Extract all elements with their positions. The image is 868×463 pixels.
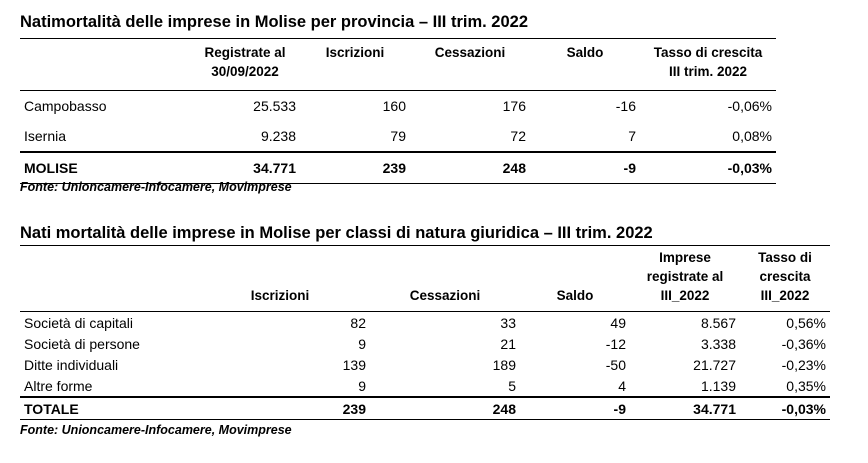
header-imprese: Imprese registrate al III_2022 xyxy=(630,245,740,312)
cell-tasso: 0,35% xyxy=(786,377,826,394)
header-tasso: Tasso di crescita III_2022 xyxy=(740,245,830,312)
header-cessazioni: Cessazioni xyxy=(410,38,530,91)
cell-tasso: -0,03% xyxy=(740,396,830,420)
cell-tasso: -0,06% xyxy=(640,90,776,121)
row-name: MOLISE xyxy=(20,151,190,184)
cell-iscrizioni: 239 xyxy=(190,396,370,420)
cell-tasso: -0,36% xyxy=(781,335,826,352)
cell-saldo: 49 xyxy=(520,311,630,333)
table-row: Campobasso 25.533 160 176 -16 -0,06% xyxy=(20,90,776,121)
cell-iscrizioni: 139 xyxy=(342,356,366,373)
cell-saldo: -9 xyxy=(530,151,640,184)
cell-saldo: -9 xyxy=(520,396,630,420)
header-cessazioni: Cessazioni xyxy=(370,245,520,312)
cell-tasso: 0,08% xyxy=(732,128,772,144)
total-row: MOLISE 34.771 239 248 -9 -0,03% xyxy=(20,151,776,184)
table2-title: Nati mortalità delle imprese in Molise p… xyxy=(20,224,653,242)
cell-cessazioni: 72 xyxy=(510,128,526,144)
cell-saldo: -16 xyxy=(530,90,640,121)
header-iscrizioni: Iscrizioni xyxy=(300,38,410,91)
cell-tasso: -0,03% xyxy=(640,151,776,184)
row-name: Altre forme xyxy=(24,377,93,394)
cell-imprese: 8.567 xyxy=(630,311,740,333)
header-tasso: Tasso di crescita III trim. 2022 xyxy=(640,38,776,91)
cell-imprese: 3.338 xyxy=(700,335,736,352)
table1-title: Natimortalità delle imprese in Molise pe… xyxy=(20,13,529,31)
cell-imprese: 21.727 xyxy=(693,356,736,373)
row-name: Campobasso xyxy=(20,90,190,121)
cell-iscrizioni: 9 xyxy=(358,335,366,352)
legal-form-table: Iscrizioni Cessazioni Saldo Imprese regis… xyxy=(20,245,830,420)
total-row: TOTALE 239 248 -9 34.771 -0,03% xyxy=(20,396,830,420)
cell-registrate: 25.533 xyxy=(190,90,300,121)
cell-iscrizioni: 9 xyxy=(358,377,366,394)
row-name: TOTALE xyxy=(20,396,190,420)
cell-saldo: -50 xyxy=(605,356,626,373)
cell-imprese: 34.771 xyxy=(630,396,740,420)
header-saldo: Saldo xyxy=(520,245,630,312)
cell-cessazioni: 248 xyxy=(370,396,520,420)
cell-cessazioni: 33 xyxy=(370,311,520,333)
header-saldo: Saldo xyxy=(530,38,640,91)
table-row: Altre forme 9 5 4 1.139 0,35% xyxy=(20,375,830,397)
row-name: Società di persone xyxy=(24,335,140,352)
cell-cessazioni: 21 xyxy=(500,335,516,352)
cell-cessazioni: 5 xyxy=(508,377,516,394)
cell-cessazioni: 189 xyxy=(492,356,516,373)
header-registrate: Registrate al 30/09/2022 xyxy=(190,38,300,91)
row-name: Ditte individuali xyxy=(24,356,119,373)
cell-iscrizioni: 79 xyxy=(390,128,406,144)
cell-saldo: -12 xyxy=(605,335,626,352)
cell-registrate: 34.771 xyxy=(190,151,300,184)
cell-iscrizioni: 82 xyxy=(190,311,370,333)
table-row: Società di persone 9 21 -12 3.338 -0,36% xyxy=(20,333,830,354)
cell-registrate: 9.238 xyxy=(260,128,296,144)
cell-cessazioni: 248 xyxy=(410,151,530,184)
cell-saldo: 7 xyxy=(628,128,636,144)
row-name: Società di capitali xyxy=(20,311,190,333)
cell-tasso: 0,56% xyxy=(740,311,830,333)
table2-source: Fonte: Unioncamere-Infocamere, Movimpres… xyxy=(20,423,292,437)
header-iscrizioni: Iscrizioni xyxy=(190,245,370,312)
cell-cessazioni: 176 xyxy=(410,90,530,121)
cell-saldo: 4 xyxy=(618,377,626,394)
header-row: Iscrizioni Cessazioni Saldo Imprese regis… xyxy=(20,245,830,312)
province-table: Registrate al 30/09/2022 Iscrizioni Cessa… xyxy=(20,38,776,184)
cell-iscrizioni: 239 xyxy=(300,151,410,184)
table-row: Società di capitali 82 33 49 8.567 0,56% xyxy=(20,311,830,333)
row-name: Isernia xyxy=(24,128,67,144)
header-row: Registrate al 30/09/2022 Iscrizioni Cessa… xyxy=(20,38,776,91)
table1-source: Fonte: Unioncamere-Infocamere, Movimpres… xyxy=(20,180,292,194)
cell-imprese: 1.139 xyxy=(700,377,736,394)
cell-iscrizioni: 160 xyxy=(300,90,410,121)
table-row: Isernia 9.238 79 72 7 0,08% xyxy=(20,121,776,152)
table-row: Ditte individuali 139 189 -50 21.727 -0,… xyxy=(20,354,830,375)
cell-tasso: -0,23% xyxy=(781,356,826,373)
